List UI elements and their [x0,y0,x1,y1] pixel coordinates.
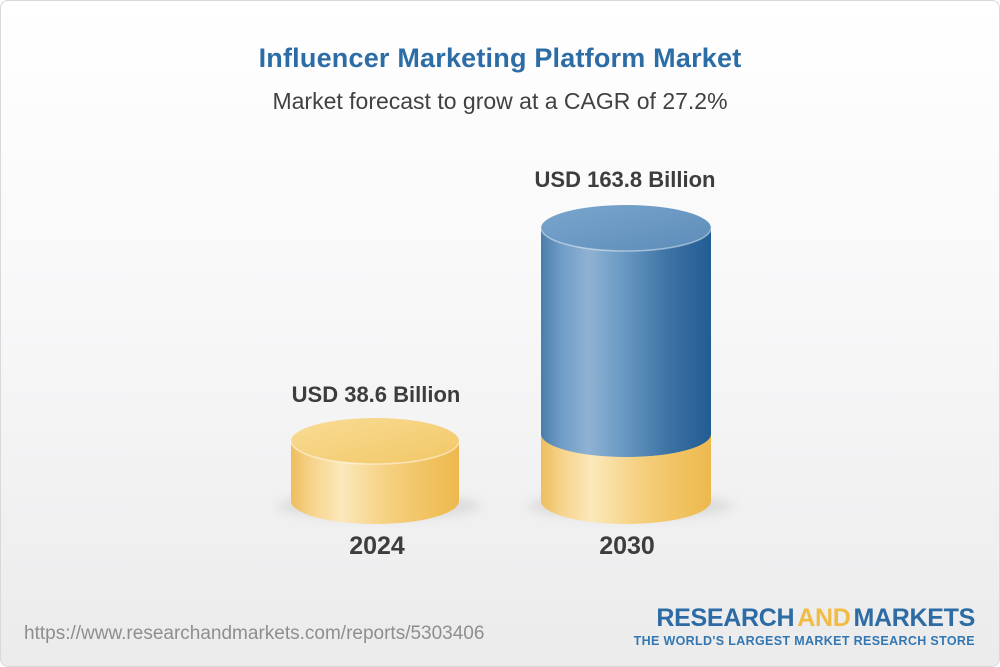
logo-tagline: THE WORLD'S LARGEST MARKET RESEARCH STOR… [633,634,975,648]
bar-2030-value-label: USD 163.8 Billion [534,167,716,192]
bar-2024-category-label: 2024 [349,532,405,560]
research-and-markets-logo: RESEARCH AND MARKETS THE WORLD'S LARGEST M… [633,605,976,648]
report-url: https://www.researchandmarkets.com/repor… [24,623,485,644]
bar-2030-cylinder [540,205,712,524]
logo-word-and: AND [797,604,851,632]
bar-2024-value-label: USD 38.6 Billion [291,382,461,407]
bar-2024-cylinder [290,418,460,524]
bar-2030-category-label: 2030 [599,532,655,560]
logo-word-markets: MARKETS [853,604,975,632]
page-title: Influencer Marketing Platform Market [258,43,742,73]
page-subtitle: Market forecast to grow at a CAGR of 27.… [272,88,728,114]
bar-2030-base-segment [541,434,711,524]
logo-wordmark: RESEARCH AND MARKETS [634,605,975,631]
bar-2030-growth-segment [541,228,711,457]
logo-word-research: RESEARCH [656,604,795,632]
